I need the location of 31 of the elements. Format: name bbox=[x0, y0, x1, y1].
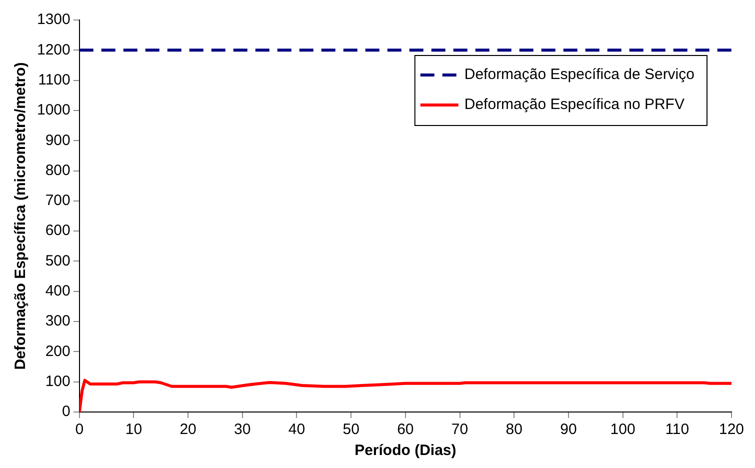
x-tick-label: 20 bbox=[180, 421, 196, 438]
y-tick-label: 0 bbox=[62, 403, 70, 420]
y-tick-label: 700 bbox=[45, 192, 70, 210]
x-tick-label: 110 bbox=[665, 421, 690, 438]
y-axis-title: Deformação Específica (micrometro/metro) bbox=[12, 62, 30, 370]
x-tick-label: 0 bbox=[75, 421, 84, 438]
x-axis-title: Período (Dias) bbox=[354, 442, 456, 460]
x-tick-label: 100 bbox=[610, 421, 636, 438]
x-tick-label: 120 bbox=[718, 421, 744, 438]
y-tick-label: 100 bbox=[45, 372, 70, 390]
y-tick-label: 600 bbox=[45, 222, 70, 240]
y-tick-label: 900 bbox=[45, 132, 70, 149]
y-tick-label: 1200 bbox=[36, 41, 70, 58]
y-tick-label: 1300 bbox=[36, 11, 70, 28]
y-tick-label: 1000 bbox=[36, 102, 70, 119]
x-tick-label: 90 bbox=[560, 421, 577, 438]
legend-label: Deformação Específica no PRFV bbox=[464, 96, 684, 114]
x-tick-label: 50 bbox=[342, 421, 360, 438]
x-tick-label: 10 bbox=[125, 421, 142, 438]
y-tick-label: 800 bbox=[45, 162, 70, 179]
y-tick-label: 500 bbox=[45, 252, 70, 270]
x-tick-label: 80 bbox=[506, 421, 522, 438]
legend-label: Deformação Específica de Serviço bbox=[464, 66, 694, 84]
y-tick-label: 300 bbox=[45, 312, 70, 330]
y-tick-label: 200 bbox=[45, 342, 70, 360]
x-tick-label: 70 bbox=[451, 421, 468, 438]
y-tick-label: 1100 bbox=[38, 71, 70, 88]
x-tick-label: 40 bbox=[288, 421, 306, 438]
y-tick-label: 400 bbox=[45, 282, 70, 300]
x-tick-label: 30 bbox=[234, 421, 251, 438]
x-tick-label: 60 bbox=[397, 421, 414, 438]
